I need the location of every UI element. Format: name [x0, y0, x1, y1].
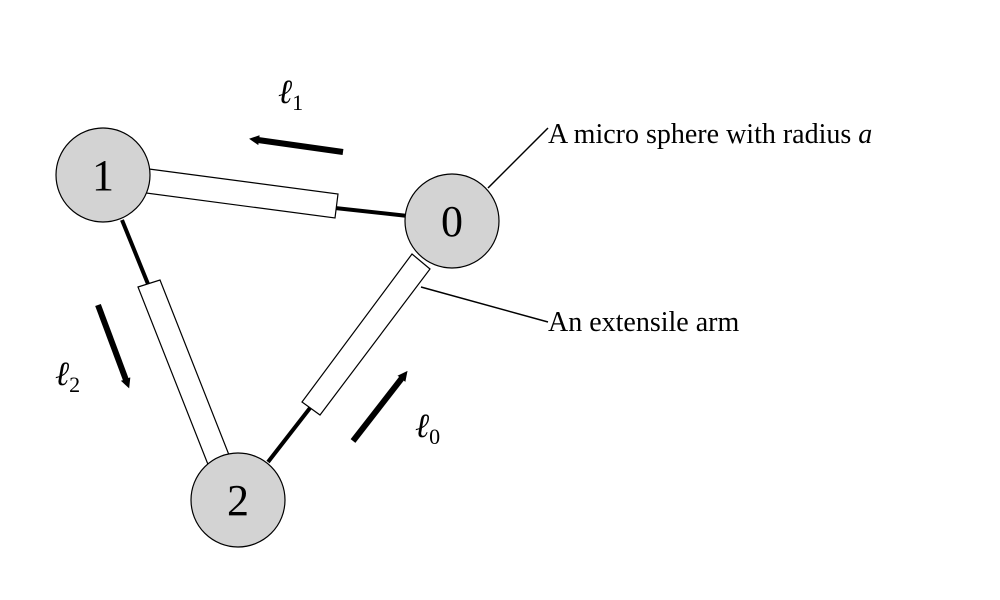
radius-variable: a [858, 119, 872, 150]
arm-rod [334, 206, 409, 218]
ell-subscript: 2 [69, 372, 80, 397]
sphere-label: 0 [441, 197, 463, 246]
sphere-body [55, 127, 151, 223]
arm-length-label-0: ℓ0 [415, 406, 440, 449]
sphere-label: 2 [227, 476, 249, 525]
arm-length-label-1: ℓ1 [278, 72, 303, 115]
sphere-callout-leader [487, 127, 549, 189]
arm-callout: An extensile arm [548, 307, 739, 338]
arm-rod [266, 406, 312, 464]
ell-symbol: ℓ [278, 72, 292, 112]
sphere-body [190, 452, 286, 548]
arm-length-label-2: ℓ2 [55, 354, 80, 397]
sphere-1: 1 [55, 127, 151, 223]
arm-sheath [301, 253, 431, 416]
arm-callout-leader [420, 286, 549, 323]
sphere-0: 0 [404, 173, 500, 269]
ell-subscript: 1 [292, 90, 303, 115]
ell-subscript: 0 [429, 424, 440, 449]
arm-1-2 [120, 219, 232, 468]
arm-1-extension-arrow [249, 135, 344, 155]
arm-1-0 [145, 168, 409, 219]
sphere-2: 2 [190, 452, 286, 548]
arm-rod [120, 219, 150, 285]
arm-sheath [137, 279, 232, 468]
sphere-callout-text: A micro sphere with radius [548, 119, 858, 150]
arm-0-extension-arrow [350, 370, 408, 443]
arm-2-extension-arrow [95, 303, 131, 389]
arm-sheath [145, 168, 339, 219]
sphere-label: 1 [92, 151, 114, 200]
sphere-callout: A micro sphere with radius a [548, 119, 872, 150]
sphere-body [404, 173, 500, 269]
ell-symbol: ℓ [55, 354, 69, 394]
arm-0-2 [266, 253, 431, 464]
ell-symbol: ℓ [415, 406, 429, 446]
